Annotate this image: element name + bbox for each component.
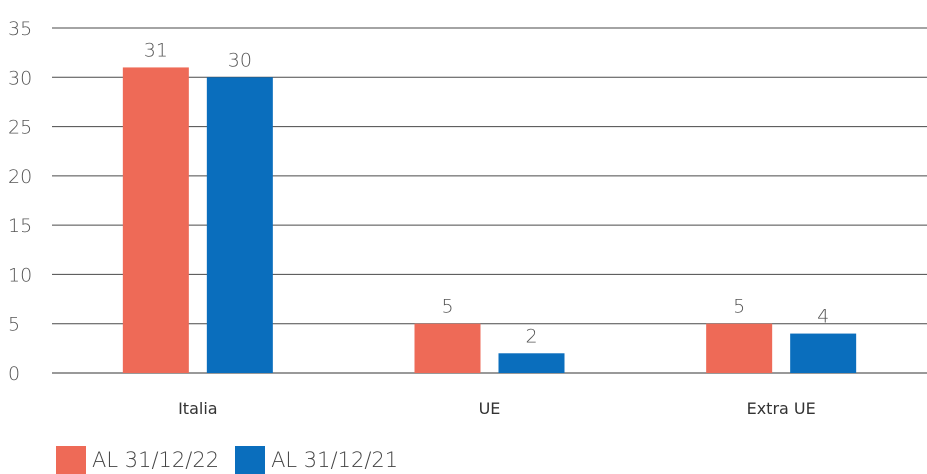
y-tick-label: 20 — [8, 166, 32, 188]
x-category-label: UE — [479, 399, 501, 418]
legend-label-series-2: AL 31/12/21 — [271, 448, 399, 472]
bars — [122, 67, 857, 374]
x-category-label: Extra UE — [747, 399, 816, 418]
data-label: 5 — [733, 296, 745, 318]
bar — [122, 67, 189, 373]
bar — [706, 323, 773, 373]
x-category-label: Italia — [178, 399, 218, 418]
data-label: 4 — [817, 306, 829, 328]
y-tick-label: 10 — [8, 264, 32, 286]
data-label: 30 — [228, 49, 252, 71]
legend-item-series-1: AL 31/12/22 — [56, 446, 219, 474]
y-tick-label: 5 — [8, 314, 20, 336]
data-label: 31 — [144, 39, 168, 61]
bar — [414, 323, 481, 373]
x-axis-categories: Italia UE Extra UE — [178, 399, 816, 418]
y-tick-label: 35 — [8, 18, 32, 40]
data-label: 5 — [441, 296, 453, 318]
bar — [790, 333, 857, 373]
y-tick-label: 30 — [8, 67, 32, 89]
legend-item-series-2: AL 31/12/21 — [235, 446, 398, 474]
data-label: 2 — [525, 325, 537, 347]
legend-swatch-series-2 — [235, 446, 266, 474]
legend: AL 31/12/22 AL 31/12/21 — [56, 446, 414, 474]
y-axis-ticks: 0 5 10 15 20 25 30 35 — [8, 18, 32, 385]
y-tick-label: 0 — [8, 363, 20, 385]
bar — [206, 77, 273, 374]
data-labels: 31 30 5 2 5 4 — [144, 39, 829, 347]
legend-label-series-1: AL 31/12/22 — [92, 448, 220, 472]
y-tick-label: 25 — [8, 117, 32, 139]
legend-swatch-series-1 — [56, 446, 86, 474]
bar — [498, 353, 565, 373]
y-tick-label: 15 — [8, 215, 32, 237]
gridlines — [52, 27, 927, 374]
